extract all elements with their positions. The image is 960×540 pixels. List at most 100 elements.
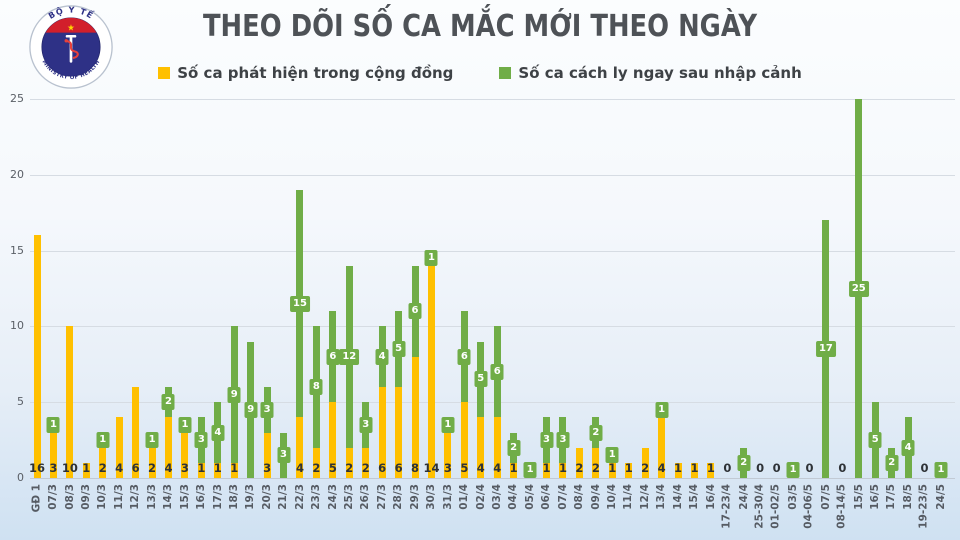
x-tick-label: 24/4	[737, 484, 750, 510]
x-tick-label: 27/3	[375, 484, 388, 510]
x-tick-label: 03/4	[490, 484, 503, 510]
x-tick-label: 19/3	[244, 484, 257, 510]
quarantine-value-label: 3	[260, 401, 274, 418]
community-value-label: 2	[641, 461, 650, 475]
quarantine-value-label: 25	[848, 280, 869, 297]
quarantine-value-label: 6	[408, 303, 422, 320]
community-value-label: 3	[443, 461, 452, 475]
community-value-label: 0	[772, 461, 781, 475]
quarantine-value-label: 1	[424, 250, 438, 267]
bar-community-segment	[197, 462, 205, 478]
quarantine-value-label: 1	[441, 416, 455, 433]
bar-community-segment	[99, 447, 107, 478]
quarantine-value-label: 17	[815, 341, 836, 358]
x-tick-label: 15/4	[687, 484, 700, 510]
y-tick-label: 0	[17, 471, 24, 484]
x-tick-label: 02/4	[474, 484, 487, 510]
quarantine-swatch-icon	[499, 67, 512, 79]
x-tick-label: 12/3	[129, 484, 142, 510]
bar-community-segment	[641, 447, 649, 478]
x-tick-label: 11/3	[112, 484, 125, 510]
y-tick-label: 5	[17, 395, 24, 409]
community-value-label: 6	[131, 461, 140, 475]
bar-community-segment	[608, 462, 616, 478]
quarantine-value-label: 1	[523, 462, 537, 479]
x-tick-label: 31/3	[441, 484, 454, 510]
y-tick-label: 25	[10, 92, 24, 105]
legend-label-quarantine: Số ca cách ly ngay sau nhập cảnh	[518, 64, 802, 82]
legend-item-community: Số ca phát hiện trong cộng đồng	[158, 64, 453, 82]
community-value-label: 0	[920, 461, 929, 475]
community-value-label: 6	[394, 461, 403, 475]
bar-community-segment	[214, 462, 222, 478]
x-tick-label: 07/4	[556, 484, 569, 510]
community-value-label: 4	[295, 461, 304, 475]
quarantine-value-label: 4	[901, 439, 915, 456]
quarantine-value-label: 9	[244, 401, 258, 418]
quarantine-value-label: 2	[161, 394, 175, 411]
bar-community-segment	[378, 387, 386, 478]
community-value-label: 1	[197, 461, 206, 475]
x-tick-label: 06/4	[540, 484, 553, 510]
community-value-label: 0	[723, 461, 732, 475]
community-value-label: 2	[98, 461, 107, 475]
quarantine-value-label: 9	[227, 386, 241, 403]
bar-community-segment	[148, 447, 156, 478]
gridline	[30, 174, 955, 176]
bar-community-segment	[493, 417, 501, 478]
community-value-label: 1	[608, 461, 617, 475]
x-tick-label: 29/3	[408, 484, 421, 510]
bar-community-segment	[411, 356, 419, 478]
x-tick-label: 12/4	[638, 484, 651, 510]
community-value-label: 0	[756, 461, 765, 475]
x-tick-label: 14/4	[671, 484, 684, 510]
bar-community-segment	[559, 462, 567, 478]
gridline	[30, 99, 955, 100]
y-tick-label: 20	[10, 167, 24, 181]
x-tick-label: 17/3	[211, 484, 224, 510]
community-swatch-icon	[158, 67, 171, 79]
community-value-label: 2	[148, 461, 157, 475]
x-tick-label: 13/3	[145, 484, 158, 510]
x-tick-label: 11/4	[622, 484, 635, 510]
bar-community-segment	[33, 235, 41, 478]
quarantine-value-label: 12	[339, 348, 360, 365]
quarantine-value-label: 1	[934, 462, 948, 479]
community-value-label: 1	[230, 461, 239, 475]
x-tick-label: 17/5	[885, 484, 898, 510]
quarantine-value-label: 2	[885, 454, 899, 471]
community-value-label: 0	[805, 461, 814, 475]
bar-community-segment	[395, 387, 403, 478]
ministry-of-health-logo: ★ BỘ Y TẾ MINISTRY OF HEALTH	[29, 4, 113, 89]
x-tick-label: 16/5	[868, 484, 881, 510]
quarantine-value-label: 8	[309, 379, 323, 396]
quarantine-value-label: 5	[868, 432, 882, 449]
x-tick-label: 08/3	[63, 484, 76, 510]
quarantine-value-label: 1	[96, 432, 110, 449]
community-value-label: 3	[49, 461, 58, 475]
x-tick-label: 16/4	[704, 484, 717, 510]
community-value-label: 4	[493, 461, 502, 475]
quarantine-value-label: 2	[507, 439, 521, 456]
community-value-label: 1	[213, 461, 222, 475]
bar-community-segment	[625, 462, 633, 478]
community-value-label: 1	[82, 461, 91, 475]
bar-community-segment	[312, 447, 320, 478]
logo-top-text: BỘ Y TẾ	[46, 4, 95, 20]
bar-community-segment	[115, 417, 123, 478]
x-tick-label: 01/4	[457, 484, 470, 510]
community-value-label: 4	[115, 461, 124, 475]
quarantine-value-label: 3	[277, 447, 291, 464]
page-title: THEO DÕI SỐ CA MẮC MỚI THEO NGÀY	[202, 9, 758, 44]
quarantine-value-label: 1	[178, 416, 192, 433]
community-value-label: 8	[411, 461, 420, 475]
community-value-label: 2	[361, 461, 370, 475]
quarantine-value-label: 1	[786, 462, 800, 479]
x-tick-label: 07/3	[46, 484, 59, 510]
quarantine-value-label: 3	[359, 416, 373, 433]
gridline	[30, 326, 955, 328]
community-value-label: 5	[328, 461, 337, 475]
bar-community-segment	[362, 447, 370, 478]
bar-community-segment	[164, 417, 172, 478]
quarantine-value-label: 1	[655, 401, 669, 418]
